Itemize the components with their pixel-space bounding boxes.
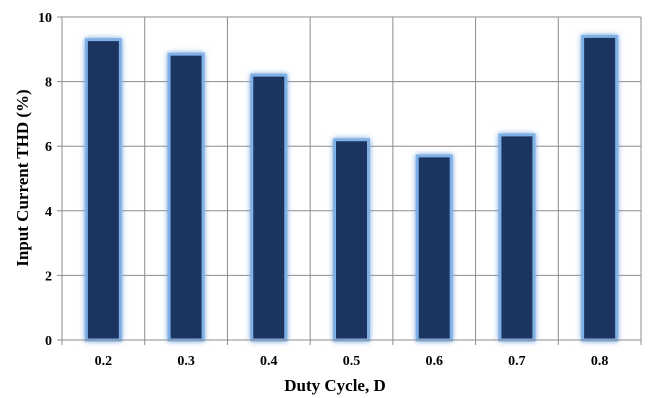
x-tick-label: 0.5	[343, 354, 361, 369]
bar-0.8	[581, 34, 619, 342]
x-tick-label: 0.8	[591, 354, 609, 369]
tick-labels: 0 2 4 6 8 10 0.2 0.3 0.4 0.5 0.6 0.7 0.8	[38, 11, 608, 369]
y-tick-label: 4	[45, 205, 52, 220]
x-axis-title: Duty Cycle, D	[284, 376, 386, 395]
y-axis-title: Input Current THD (%)	[13, 89, 32, 266]
grid	[62, 16, 642, 345]
x-tick-label: 0.4	[260, 354, 278, 369]
x-tick-label: 0.6	[425, 354, 443, 369]
y-tick-label: 6	[45, 140, 52, 155]
bar-0.4	[250, 73, 288, 342]
x-tick-label: 0.2	[95, 354, 113, 369]
bars	[84, 34, 619, 342]
bar-0.6	[415, 154, 453, 342]
y-tick-label: 10	[38, 11, 52, 26]
y-tick-label: 8	[45, 76, 52, 91]
axes	[57, 16, 641, 345]
x-tick-label: 0.3	[177, 354, 195, 369]
bar-0.3	[167, 52, 205, 342]
y-tick-label: 2	[45, 269, 52, 284]
bar-0.5	[333, 138, 370, 342]
bar-0.7	[498, 133, 536, 342]
y-tick-label: 0	[45, 334, 52, 349]
bar-0.2	[84, 38, 122, 342]
x-tick-label: 0.7	[508, 354, 526, 369]
